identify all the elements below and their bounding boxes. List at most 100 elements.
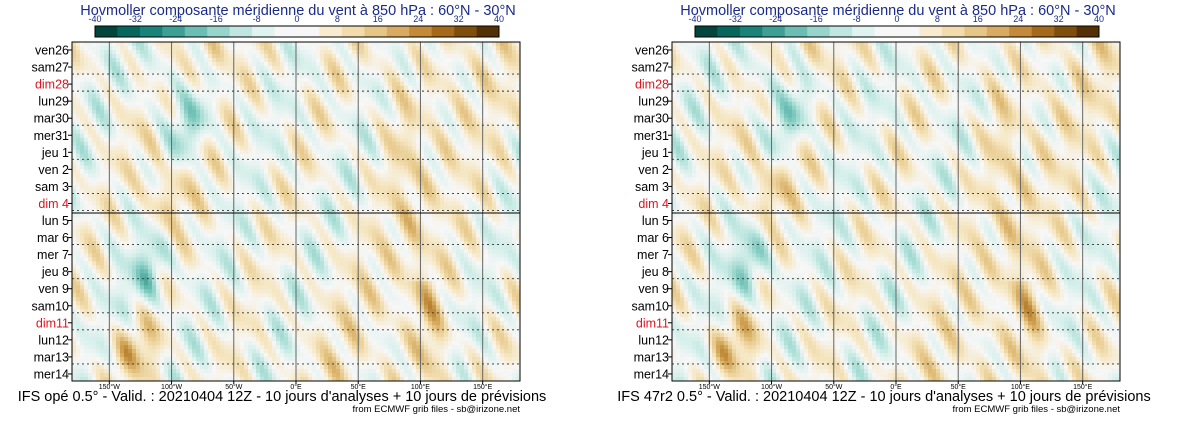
field-cell: [164, 153, 169, 159]
field-cell: [424, 161, 429, 167]
field-cell: [280, 153, 285, 159]
field-cell: [448, 121, 453, 127]
field-cell: [96, 65, 101, 71]
field-cell: [440, 42, 445, 47]
field-cell: [160, 81, 165, 87]
field-cell: [280, 205, 285, 210]
field-cell: [484, 117, 489, 123]
field-cell: [180, 177, 185, 182]
field-cell: [456, 177, 461, 182]
field-cell: [200, 201, 205, 206]
field-cell: [368, 93, 373, 99]
field-cell: [484, 213, 489, 218]
field-cell: [516, 125, 521, 131]
field-cell: [452, 157, 457, 163]
field-cell: [452, 185, 457, 190]
field-cell: [400, 117, 405, 123]
field-cell: [304, 149, 309, 155]
field-cell: [208, 77, 213, 83]
field-cell: [240, 205, 245, 210]
field-cell: [512, 137, 517, 143]
field-cell: [300, 61, 305, 67]
field-cell: [452, 137, 457, 143]
field-cell: [452, 197, 457, 202]
field-cell: [340, 201, 345, 206]
field-cell: [292, 193, 297, 198]
field-cell: [244, 93, 249, 99]
field-cell: [340, 133, 345, 139]
field-cell: [272, 73, 277, 79]
field-cell: [464, 89, 469, 95]
field-cell: [496, 61, 501, 67]
field-cell: [460, 197, 465, 202]
field-cell: [104, 197, 109, 202]
field-cell: [308, 209, 313, 214]
field-cell: [216, 109, 221, 115]
field-cell: [420, 209, 425, 214]
field-cell: [280, 141, 285, 147]
field-cell: [208, 69, 213, 75]
field-cell: [144, 165, 149, 171]
field-cell: [436, 201, 441, 206]
field-cell: [224, 201, 229, 206]
field-cell: [140, 77, 145, 83]
field-cell: [264, 85, 269, 91]
field-cell: [464, 85, 469, 91]
field-cell: [392, 85, 397, 91]
field-cell: [220, 185, 225, 190]
field-cell: [184, 193, 189, 198]
field-cell: [164, 85, 169, 91]
field-cell: [204, 141, 209, 147]
field-cell: [208, 81, 213, 87]
field-cell: [92, 65, 97, 71]
field-cell: [476, 133, 481, 139]
field-cell: [288, 209, 293, 214]
field-cell: [304, 193, 309, 198]
field-cell: [256, 157, 261, 163]
field-cell: [400, 169, 405, 175]
field-cell: [184, 181, 189, 186]
field-cell: [80, 157, 85, 163]
field-cell: [364, 113, 369, 119]
field-cell: [108, 73, 113, 79]
field-cell: [136, 101, 141, 107]
field-cell: [120, 113, 125, 119]
field-cell: [260, 81, 265, 87]
field-cell: [420, 173, 425, 178]
field-cell: [216, 81, 221, 87]
field-cell: [432, 149, 437, 155]
field-cell: [496, 137, 501, 143]
field-cell: [216, 193, 221, 198]
field-cell: [300, 125, 305, 131]
field-cell: [472, 165, 477, 171]
field-cell: [436, 193, 441, 198]
field-cell: [240, 89, 245, 95]
field-cell: [512, 209, 517, 214]
field-cell: [132, 201, 137, 206]
field-cell: [288, 117, 293, 123]
field-cell: [104, 137, 109, 143]
field-cell: [436, 89, 441, 95]
field-cell: [180, 141, 185, 147]
field-cell: [88, 77, 93, 83]
field-cell: [128, 109, 133, 115]
field-cell: [176, 217, 181, 222]
field-cell: [316, 42, 321, 47]
field-cell: [312, 61, 317, 67]
field-cell: [348, 61, 353, 67]
field-cell: [252, 42, 257, 47]
field-cell: [368, 141, 373, 147]
field-cell: [240, 101, 245, 107]
field-cell: [264, 113, 269, 119]
field-cell: [276, 205, 281, 210]
field-cell: [344, 121, 349, 127]
field-cell: [328, 129, 333, 135]
field-cell: [148, 133, 153, 139]
field-cell: [276, 109, 281, 115]
field-cell: [448, 133, 453, 139]
field-cell: [420, 181, 425, 186]
field-cell: [280, 177, 285, 182]
field-cell: [508, 153, 513, 159]
field-cell: [372, 133, 377, 139]
field-cell: [488, 89, 493, 95]
